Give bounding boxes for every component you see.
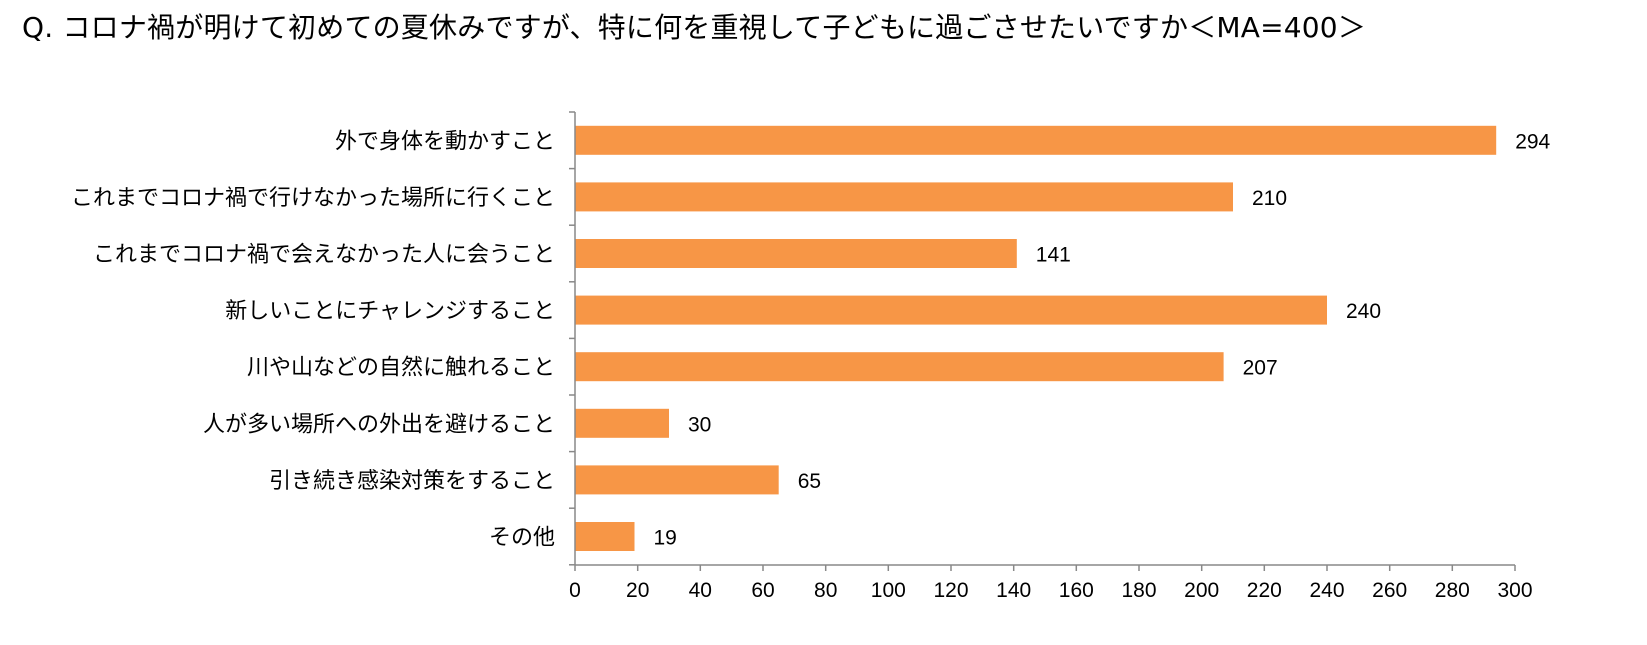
data-label: 65 xyxy=(798,470,821,493)
axes-layer xyxy=(569,111,1516,571)
bar xyxy=(575,239,1017,268)
data-label: 210 xyxy=(1252,187,1287,210)
labels-layer: 外で身体を動かすこと 294 これまでコロナ禍で行けなかった場所に行くこと 210 これ… xyxy=(71,129,1551,602)
category-label: 人が多い場所への外出を避けること xyxy=(203,412,555,437)
x-tick-label: 200 xyxy=(1184,579,1219,602)
bar xyxy=(575,125,1497,155)
category-label: その他 xyxy=(489,526,555,551)
x-tick-label: 60 xyxy=(751,579,774,602)
data-label: 240 xyxy=(1346,300,1381,323)
x-tick-label: 160 xyxy=(1059,579,1094,602)
x-tick-label: 20 xyxy=(626,579,649,602)
bar xyxy=(575,522,635,551)
x-tick-label: 120 xyxy=(933,579,968,602)
x-tick-label: 260 xyxy=(1372,579,1407,602)
x-tick-label: 100 xyxy=(871,579,906,602)
category-label: これまでコロナ禍で行けなかった場所に行くこと xyxy=(71,186,555,211)
x-tick-label: 40 xyxy=(689,579,712,602)
data-label: 207 xyxy=(1243,357,1278,380)
bar xyxy=(575,465,779,495)
data-label: 141 xyxy=(1036,244,1071,267)
category-label: 外で身体を動かすこと xyxy=(335,129,555,154)
bar xyxy=(575,352,1224,382)
x-tick-label: 0 xyxy=(569,579,581,602)
x-tick-label: 280 xyxy=(1435,579,1470,602)
category-label: これまでコロナ禍で会えなかった人に会うこと xyxy=(93,243,555,268)
bar xyxy=(575,408,669,438)
x-tick-label: 220 xyxy=(1247,579,1282,602)
x-tick-label: 180 xyxy=(1121,579,1156,602)
data-label: 294 xyxy=(1515,130,1550,153)
category-label: 引き続き感染対策をすること xyxy=(269,469,555,494)
data-label: 30 xyxy=(688,413,711,436)
x-tick-label: 240 xyxy=(1309,579,1344,602)
bar xyxy=(575,182,1233,212)
bars-layer xyxy=(575,125,1497,551)
x-tick-label: 140 xyxy=(996,579,1031,602)
category-label: 川や山などの自然に触れること xyxy=(247,356,555,381)
data-label: 19 xyxy=(654,527,677,550)
bar xyxy=(575,295,1327,325)
x-tick-label: 300 xyxy=(1497,579,1532,602)
category-label: 新しいことにチャレンジすること xyxy=(225,299,555,324)
x-tick-label: 80 xyxy=(814,579,837,602)
chart-title: Q. コロナ禍が明けて初めての夏休みですが、特に何を重視して子どもに過ごさせたい… xyxy=(22,11,1367,44)
